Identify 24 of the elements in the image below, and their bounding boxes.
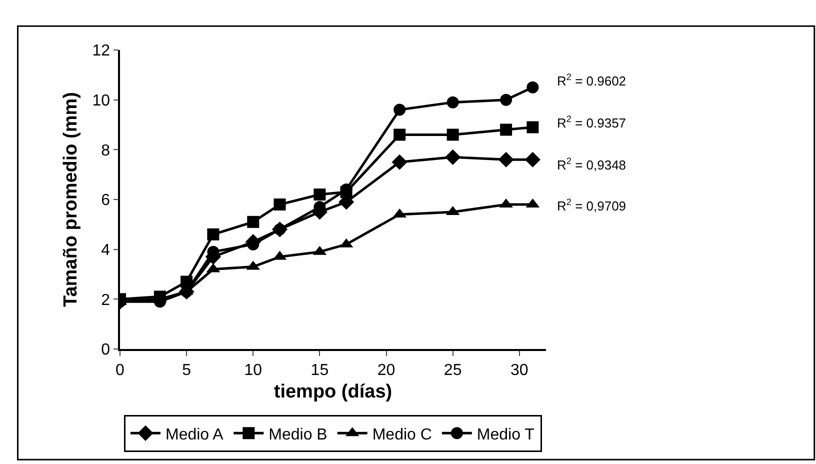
x-tick-label: 30	[510, 362, 528, 379]
y-tick-label: 6	[101, 192, 110, 210]
y-axis-title: Tamaño promedio (mm)	[60, 92, 82, 307]
text: R$^{2}$ = 0.9602	[557, 72, 626, 88]
text: R$^{2}$ = 0,9709	[557, 197, 626, 214]
y-tick-label: 0	[101, 342, 110, 359]
x-axis-title: tiempo (días)	[274, 381, 392, 402]
y-tick-label: 8	[101, 142, 110, 160]
legend-label: Medio A	[166, 426, 224, 444]
text: R$^{2}$ = 0,9348	[557, 156, 626, 172]
x-tick-label: 5	[182, 362, 192, 379]
y-tick-label: 2	[101, 292, 110, 309]
x-tick-label: 25	[444, 362, 462, 379]
y-tick-label: 10	[92, 92, 110, 110]
x-tick-label: 10	[244, 362, 262, 379]
x-tick-label: 20	[377, 362, 396, 379]
legend-label: Medio C	[372, 426, 432, 444]
y-tick-label: 12	[92, 42, 110, 60]
text: R$^{2}$ = 0.9357	[557, 114, 626, 130]
x-tick-label: 0	[116, 362, 125, 379]
y-tick-label: 4	[101, 242, 110, 259]
x-tick-label: 15	[310, 362, 329, 379]
legend-label: Medio B	[268, 426, 328, 444]
legend-label: Medio T	[476, 426, 535, 444]
